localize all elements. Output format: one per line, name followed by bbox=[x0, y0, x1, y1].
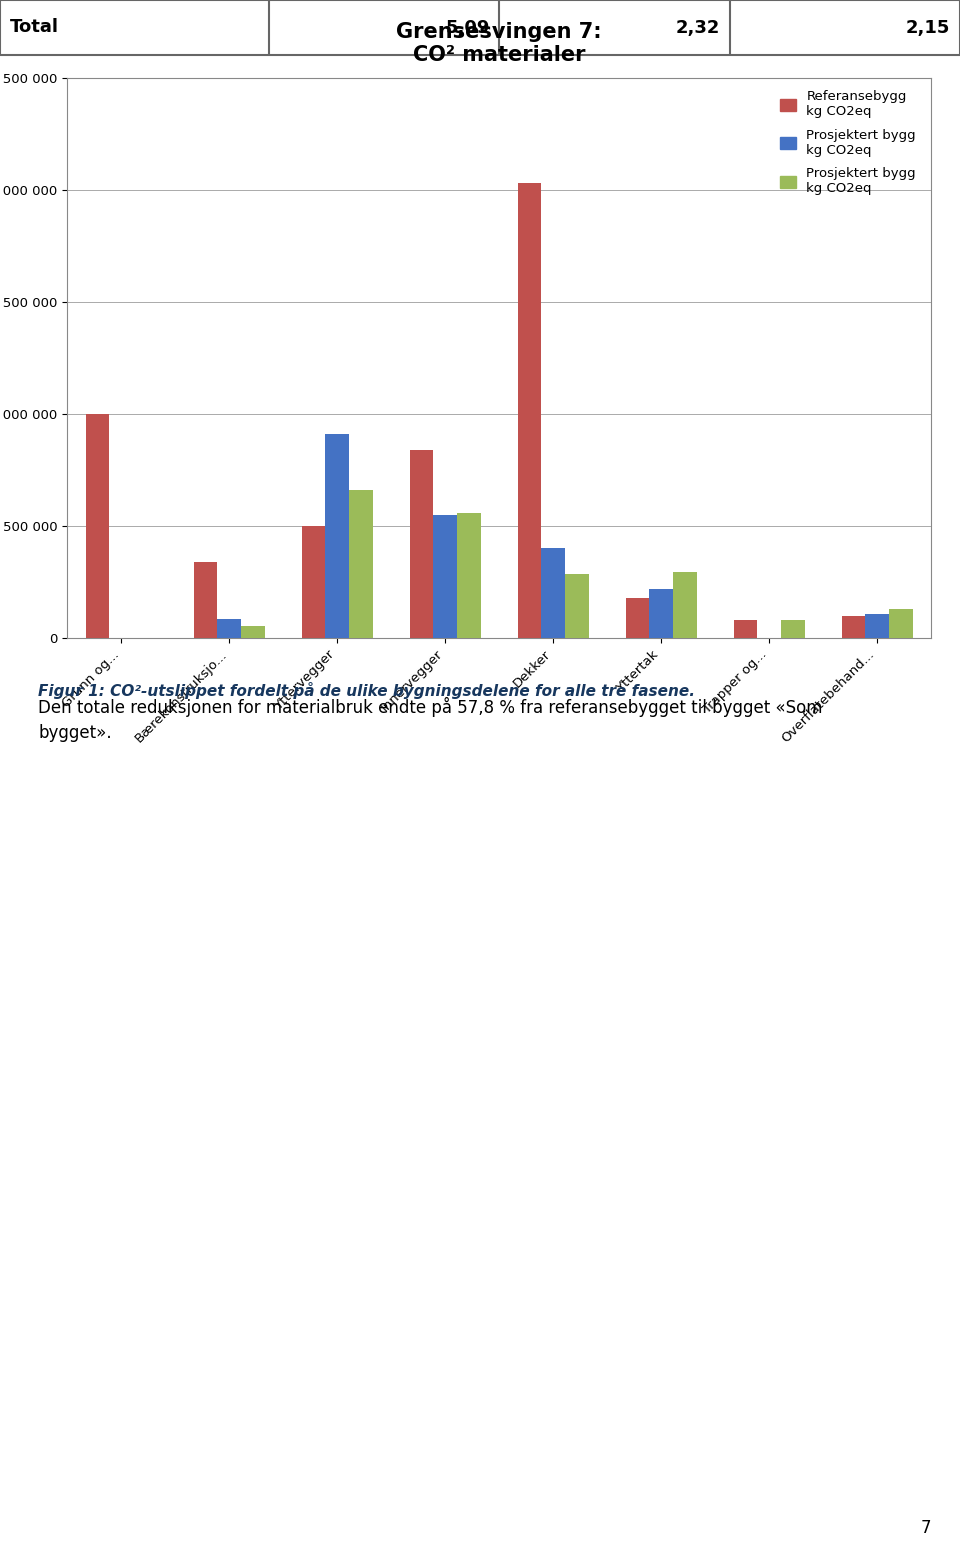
Text: 7: 7 bbox=[921, 1518, 931, 1537]
Bar bbox=[541, 549, 565, 637]
Bar bbox=[301, 526, 325, 637]
Bar bbox=[194, 561, 217, 637]
Bar bbox=[733, 620, 757, 637]
Bar bbox=[325, 434, 349, 637]
Bar bbox=[217, 619, 241, 637]
Legend: Referansebygg
kg CO2eq, Prosjektert bygg
kg CO2eq, Prosjektert bygg
kg CO2eq: Referansebygg kg CO2eq, Prosjektert bygg… bbox=[780, 90, 916, 195]
Bar bbox=[626, 597, 649, 637]
Bar bbox=[649, 589, 673, 637]
Text: 5,09: 5,09 bbox=[445, 19, 490, 37]
Bar bbox=[842, 616, 865, 637]
Bar bbox=[433, 515, 457, 637]
Bar bbox=[781, 620, 804, 637]
Bar bbox=[457, 512, 481, 637]
Bar bbox=[517, 183, 541, 637]
Bar bbox=[865, 614, 889, 637]
Text: 2,15: 2,15 bbox=[906, 19, 950, 37]
Bar bbox=[889, 610, 913, 637]
Text: Total: Total bbox=[10, 19, 59, 37]
Bar bbox=[349, 490, 372, 637]
Title: Grensesvingen 7:
CO² materialer: Grensesvingen 7: CO² materialer bbox=[396, 22, 602, 65]
Bar bbox=[673, 572, 697, 637]
Bar bbox=[565, 574, 588, 637]
FancyBboxPatch shape bbox=[0, 0, 960, 54]
Text: Figur 1: CO²-utslippet fordelt på de ulike bygningsdelene for alle tre fasene.: Figur 1: CO²-utslippet fordelt på de uli… bbox=[38, 682, 695, 700]
Bar bbox=[241, 625, 265, 637]
Bar bbox=[410, 450, 433, 637]
Bar bbox=[85, 414, 109, 637]
Text: Den totale reduksjonen for materialbruk endte på 57,8 % fra referansebygget til : Den totale reduksjonen for materialbruk … bbox=[38, 696, 823, 741]
Text: 2,32: 2,32 bbox=[676, 19, 720, 37]
